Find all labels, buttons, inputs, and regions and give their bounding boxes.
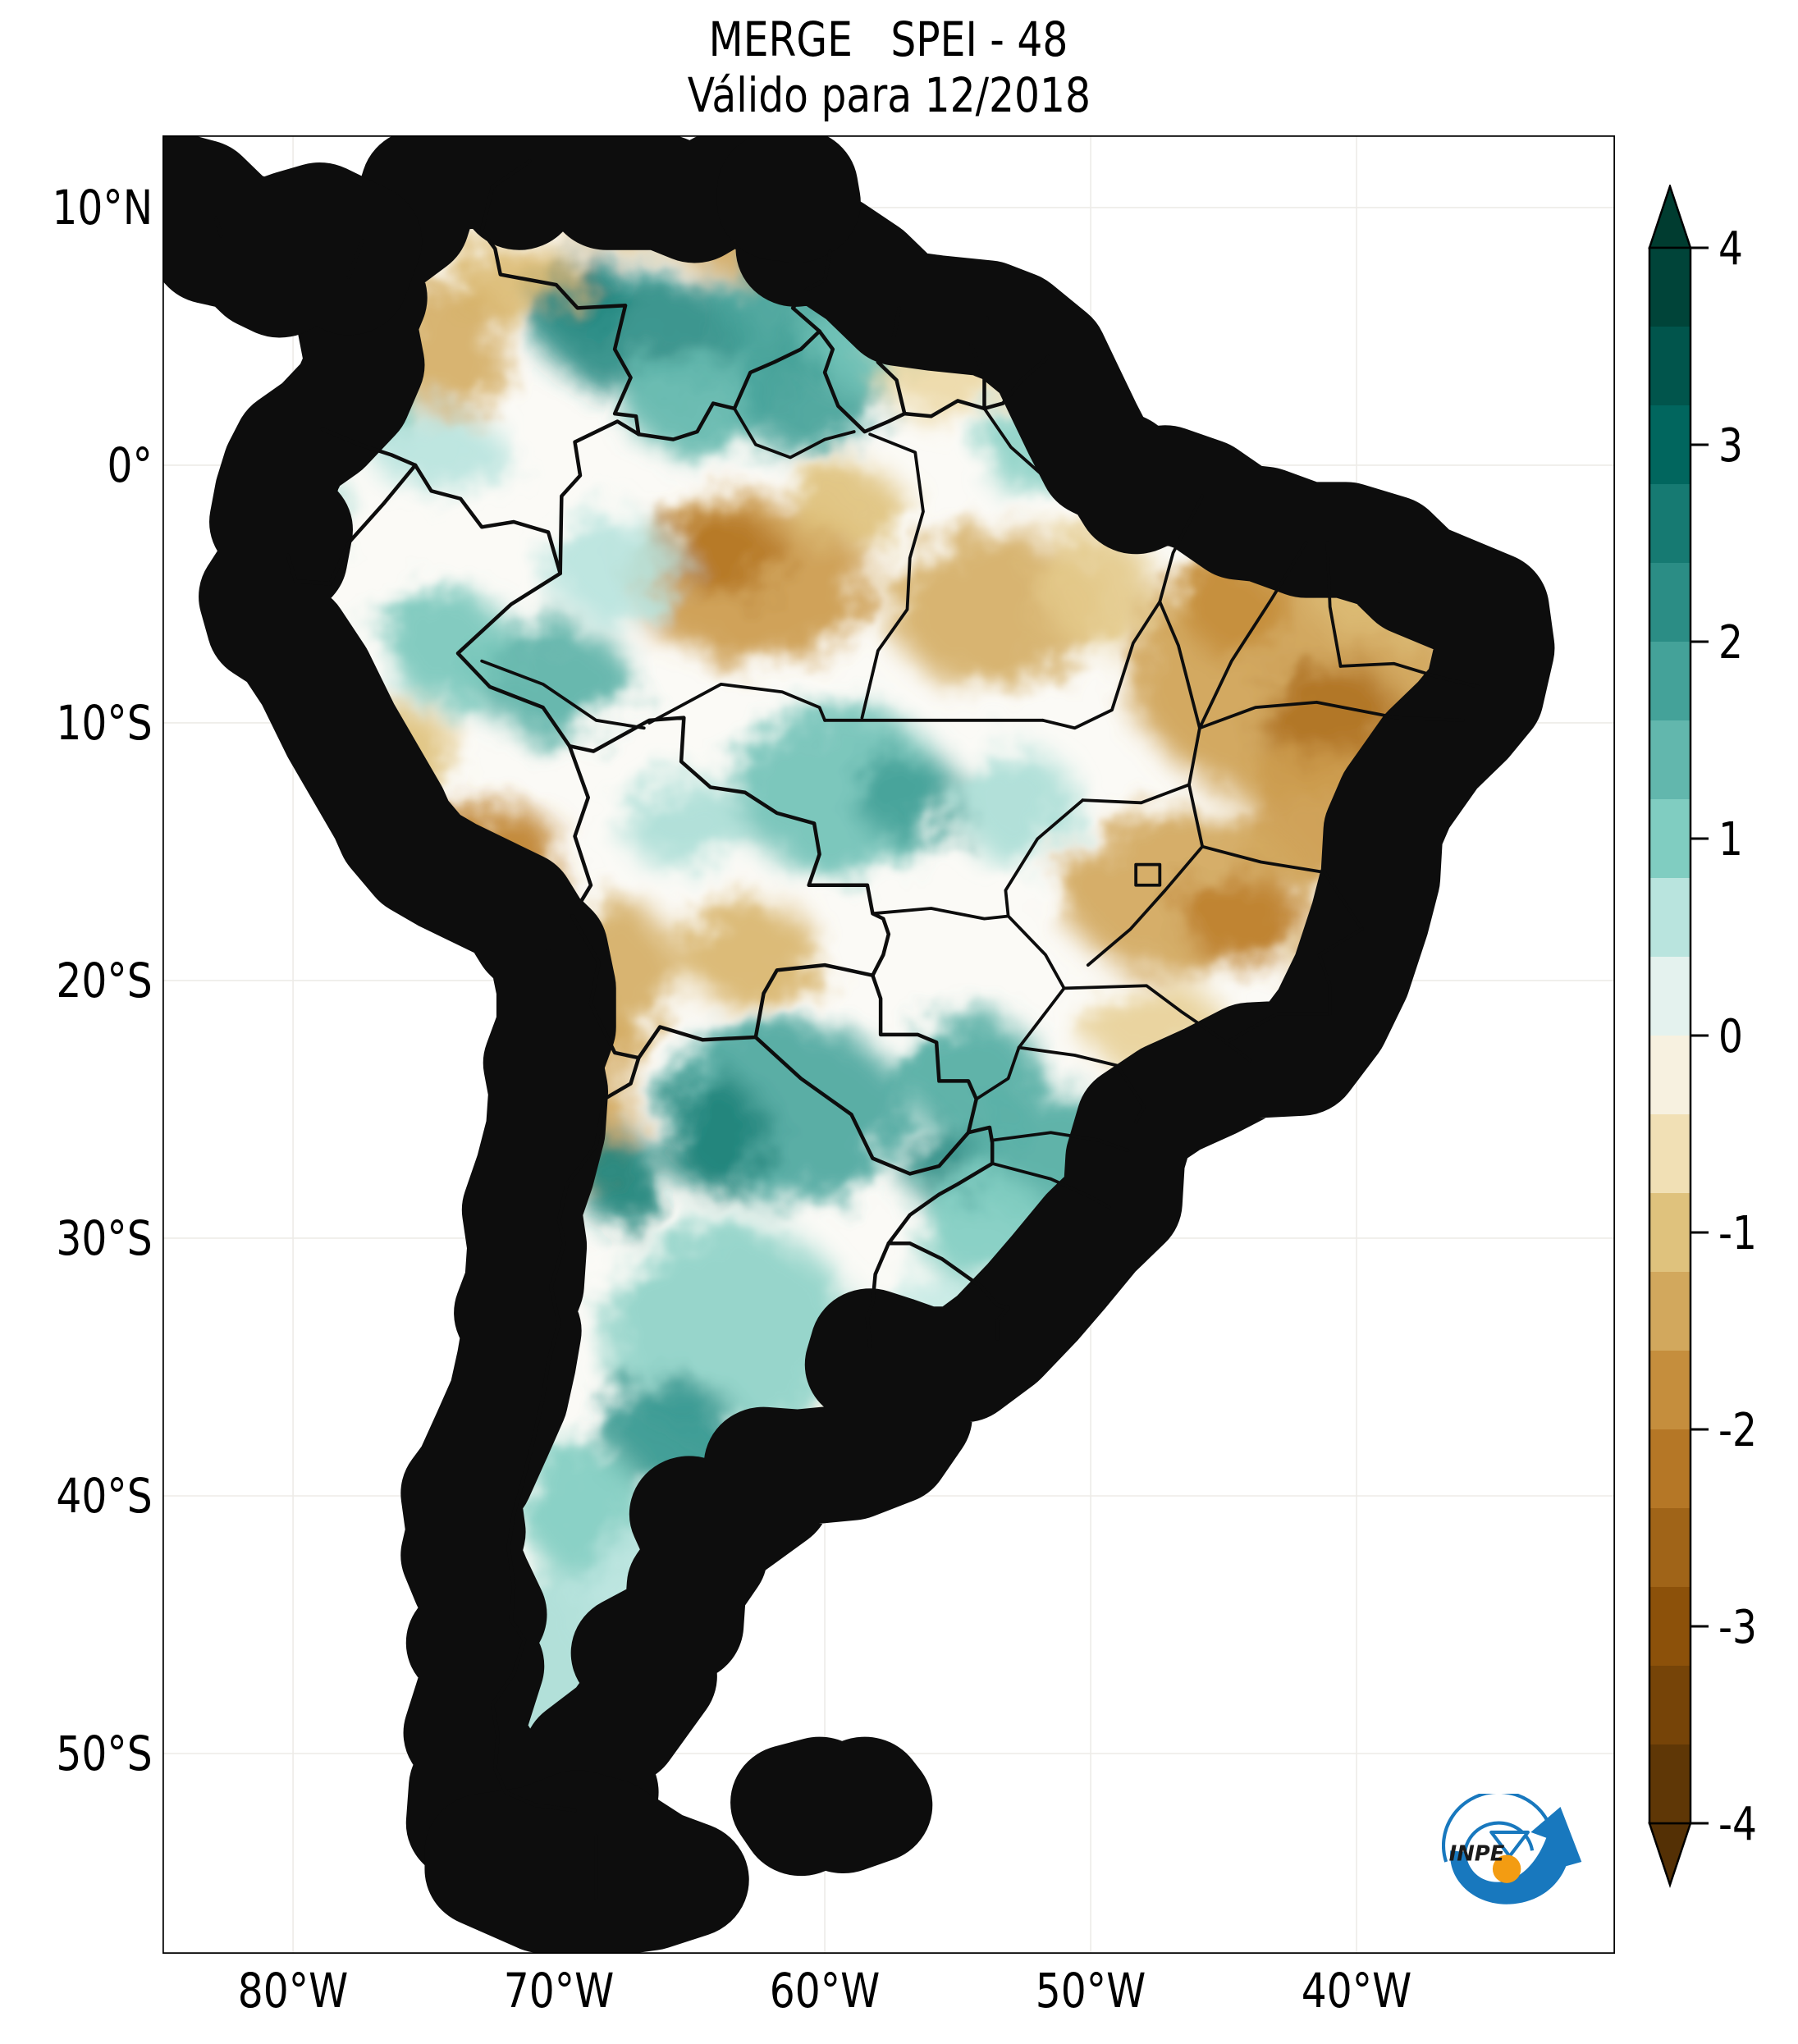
brazil-state-borders xyxy=(482,409,1479,1207)
colorbar-tick-label: -2 xyxy=(1718,1404,1757,1457)
spei-region xyxy=(665,514,783,592)
coastline xyxy=(790,1795,872,1818)
lon-tick-label: 50°W xyxy=(1035,1963,1146,2019)
lat-tick-label: 40°S xyxy=(56,1467,153,1524)
spei-region xyxy=(545,516,679,620)
page-title: MERGE SPEI - 48 xyxy=(709,11,1068,67)
spei-region xyxy=(373,414,506,492)
inpe-logo-text: INPE xyxy=(1449,1841,1505,1866)
colorbar-tick-label: 4 xyxy=(1718,222,1743,276)
spei-region xyxy=(622,780,745,867)
spei-region xyxy=(1037,532,1155,646)
lon-tick-label: 40°W xyxy=(1301,1963,1412,2019)
lat-tick-label: 10°N xyxy=(52,179,153,235)
colorbar-extend-max xyxy=(1648,185,1692,249)
colorbar-tick-label: -3 xyxy=(1718,1601,1757,1654)
spei-region xyxy=(675,900,820,1004)
lat-tick-label: 50°S xyxy=(56,1726,153,1781)
inpe-orange-dot-icon xyxy=(1492,1854,1521,1883)
colorbar-tick-label: 1 xyxy=(1718,813,1743,867)
colorbar-gradient xyxy=(1648,246,1692,1825)
coastline xyxy=(162,187,362,280)
coastline xyxy=(484,1828,689,1900)
spei-region xyxy=(662,1078,770,1197)
spei-region xyxy=(471,622,631,736)
inpe-logo: INPE xyxy=(1442,1794,1582,1905)
lat-tick-label: 0° xyxy=(107,437,153,493)
spei-region xyxy=(787,468,905,546)
lat-tick-label: 10°S xyxy=(56,694,153,751)
inpe-swoosh-arrow-icon xyxy=(1450,1806,1582,1905)
map-canvas xyxy=(162,135,1615,1954)
colorbar-tick-label: 0 xyxy=(1718,1010,1743,1063)
lon-tick-label: 80°W xyxy=(237,1963,349,2019)
figure-header: MERGE SPEI - 48 Válido para 12/2018 xyxy=(0,11,1777,123)
lat-tick-label: 30°S xyxy=(56,1209,153,1266)
colorbar-tick-label: -1 xyxy=(1718,1207,1757,1260)
lat-tick-label: 20°S xyxy=(56,952,153,1008)
colorbar-tick-label: -4 xyxy=(1718,1798,1757,1851)
spei-region xyxy=(1181,565,1288,654)
spei-region xyxy=(856,753,963,842)
colorbar-tick-label: 3 xyxy=(1718,419,1743,473)
colorbar-tick-label: 2 xyxy=(1718,616,1743,670)
lon-tick-label: 60°W xyxy=(769,1963,881,2019)
lon-tick-label: 70°W xyxy=(503,1963,615,2019)
colorbar-extend-min xyxy=(1648,1822,1692,1888)
spei-region xyxy=(958,748,1075,862)
map-frame xyxy=(162,135,1615,1954)
colorbar: 4 3 2 1 0 -1 -2 -3 -4 xyxy=(1648,185,1757,1888)
spei-region xyxy=(896,1013,1041,1133)
figure-subtitle: Válido para 12/2018 xyxy=(687,67,1091,123)
inpe-down-arrow-icon xyxy=(1489,1830,1530,1859)
spei-region xyxy=(1181,877,1304,966)
coastline xyxy=(777,187,801,205)
